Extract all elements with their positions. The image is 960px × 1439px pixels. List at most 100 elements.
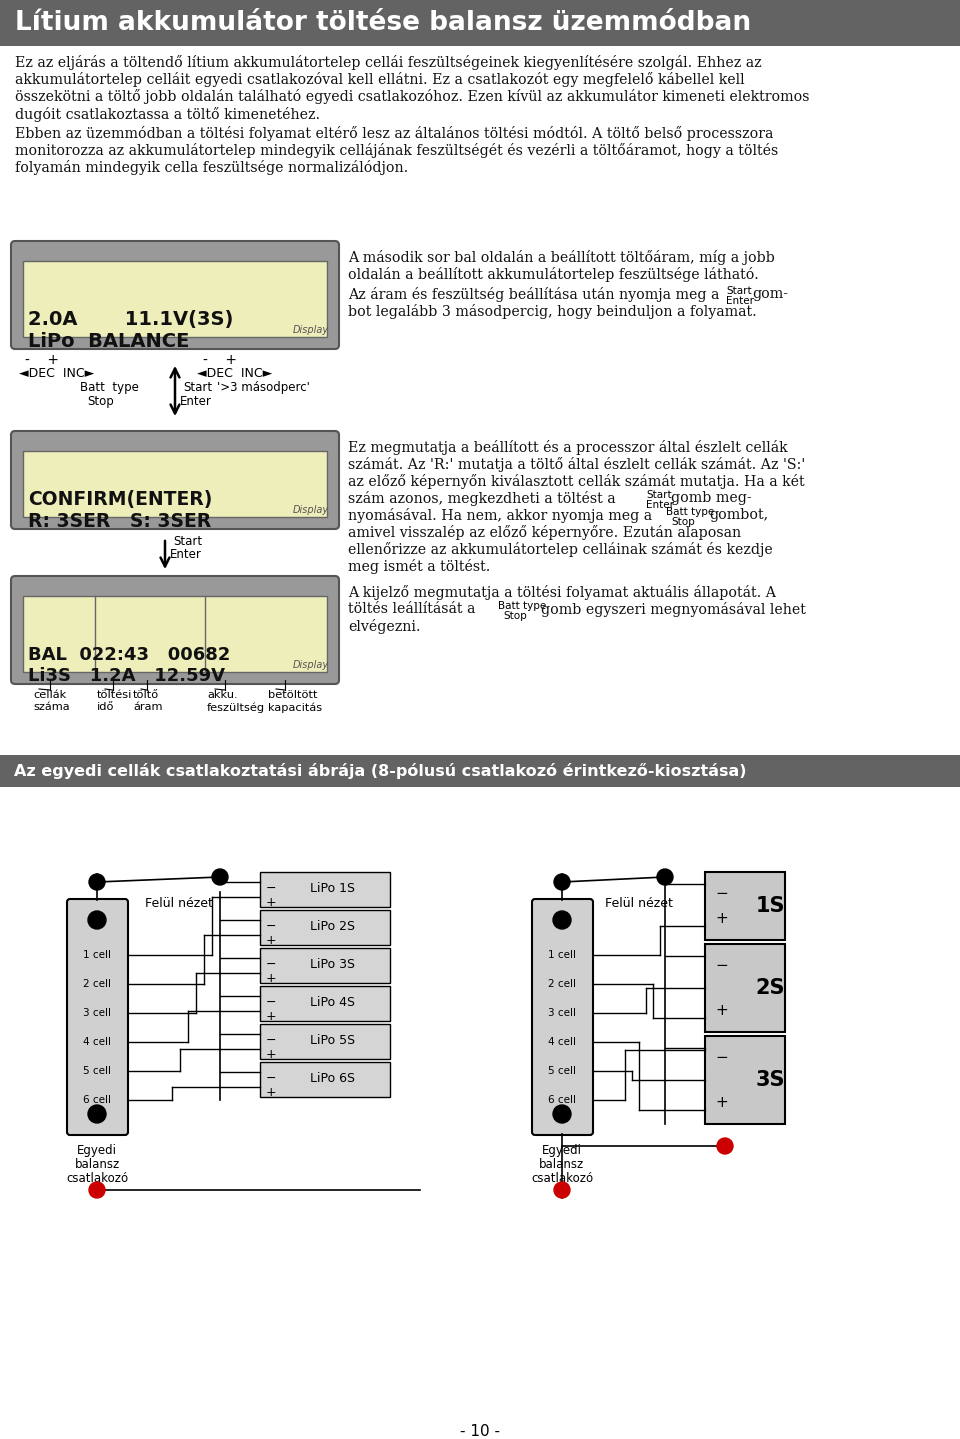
Circle shape (554, 1181, 570, 1199)
Text: gomb meg-: gomb meg- (671, 491, 752, 505)
Text: ◄DEC  INC►: ◄DEC INC► (197, 367, 273, 380)
FancyBboxPatch shape (11, 432, 339, 530)
Text: 2 cell: 2 cell (548, 979, 576, 989)
Text: Ebben az üzemmódban a töltési folyamat eltérő lesz az általános töltési módtól. : Ebben az üzemmódban a töltési folyamat e… (15, 125, 774, 141)
Text: LiPo 5S: LiPo 5S (310, 1035, 355, 1048)
Text: '>3 másodperc': '>3 másodperc' (217, 381, 310, 394)
FancyBboxPatch shape (260, 1025, 390, 1059)
Text: csatlakozó: csatlakozó (531, 1171, 593, 1184)
Text: 4 cell: 4 cell (548, 1038, 576, 1048)
Text: 5 cell: 5 cell (83, 1066, 111, 1076)
Text: Egyedi: Egyedi (542, 1144, 582, 1157)
FancyBboxPatch shape (23, 450, 327, 517)
Text: Display: Display (293, 505, 329, 515)
Text: 4 cell: 4 cell (83, 1038, 111, 1048)
Text: Batt type: Batt type (666, 507, 714, 517)
FancyBboxPatch shape (67, 899, 128, 1135)
Text: Li3S   1.2A   12.59V: Li3S 1.2A 12.59V (28, 668, 225, 685)
Text: +: + (715, 911, 728, 927)
Text: +: + (266, 1010, 276, 1023)
Text: BAL  022:43   00682: BAL 022:43 00682 (28, 646, 230, 665)
Text: folyamán mindegyik cella feszültsége normalizálódjon.: folyamán mindegyik cella feszültsége nor… (15, 160, 408, 176)
Text: Az egyedi cellák csatlakoztatási ábrája (8-pólusú csatlakozó érintkező-kiosztása: Az egyedi cellák csatlakoztatási ábrája … (14, 763, 747, 778)
Text: 2.0A       11.1V(3S): 2.0A 11.1V(3S) (28, 309, 233, 328)
Text: 2S: 2S (756, 979, 784, 999)
FancyBboxPatch shape (260, 872, 390, 907)
Circle shape (553, 911, 571, 930)
Text: A kijelző megmutatja a töltési folyamat aktuális állapotát. A: A kijelző megmutatja a töltési folyamat … (348, 586, 776, 600)
Text: Batt type: Batt type (498, 602, 546, 612)
Text: 5 cell: 5 cell (548, 1066, 576, 1076)
Text: - 10 -: - 10 - (460, 1425, 500, 1439)
Text: A második sor bal oldalán a beállított töltőáram, míg a jobb: A második sor bal oldalán a beállított t… (348, 250, 775, 265)
Text: +: + (715, 1095, 728, 1109)
Text: gombot,: gombot, (709, 508, 768, 522)
Text: gom-: gom- (752, 288, 788, 301)
Text: −: − (266, 1035, 276, 1048)
Text: CONFIRM(ENTER): CONFIRM(ENTER) (28, 491, 212, 509)
FancyBboxPatch shape (0, 0, 960, 46)
Text: csatlakozó: csatlakozó (66, 1171, 128, 1184)
Text: szám azonos, megkezdheti a töltést a: szám azonos, megkezdheti a töltést a (348, 491, 615, 507)
Circle shape (89, 1181, 105, 1199)
Text: LiPo 3S: LiPo 3S (310, 958, 355, 971)
Text: meg ismét a töltést.: meg ismét a töltést. (348, 558, 491, 574)
FancyBboxPatch shape (260, 948, 390, 983)
Text: R: 3SER   S: 3SER: R: 3SER S: 3SER (28, 512, 211, 531)
Text: Egyedi: Egyedi (77, 1144, 117, 1157)
Text: +: + (266, 971, 276, 986)
FancyBboxPatch shape (260, 1062, 390, 1097)
Text: Display: Display (293, 325, 329, 335)
Text: oldalán a beállított akkumulátortelep feszültsége látható.: oldalán a beállított akkumulátortelep fe… (348, 268, 758, 282)
Circle shape (212, 869, 228, 885)
Text: −: − (92, 914, 103, 927)
Text: −: − (266, 958, 276, 971)
Text: akkumulátortelep celláit egyedi csatlakozóval kell ellátni. Ez a csatlakozót egy: akkumulátortelep celláit egyedi csatlako… (15, 72, 745, 88)
Text: Display: Display (293, 661, 329, 671)
Text: +: + (557, 1108, 567, 1121)
FancyBboxPatch shape (705, 1036, 785, 1124)
Text: Start: Start (183, 381, 212, 394)
Text: Enter: Enter (170, 548, 202, 561)
Circle shape (88, 911, 106, 930)
Text: LiPo 6S: LiPo 6S (310, 1072, 355, 1085)
Text: dugóit csatlakoztassa a töltő kimenetéhez.: dugóit csatlakoztassa a töltő kimenetéhe… (15, 106, 320, 122)
Text: balansz: balansz (540, 1158, 585, 1171)
Text: számát. Az 'R:' mutatja a töltő által észlelt cellák számát. Az 'S:': számát. Az 'R:' mutatja a töltő által és… (348, 458, 805, 472)
Text: 1 cell: 1 cell (548, 950, 576, 960)
Text: −: − (715, 958, 728, 973)
Text: −: − (266, 1072, 276, 1085)
Text: Felül nézet: Felül nézet (145, 896, 213, 909)
Text: 3 cell: 3 cell (548, 1007, 576, 1017)
Text: monitorozza az akkumulátortelep mindegyik cellájának feszültségét és vezérli a t: monitorozza az akkumulátortelep mindegyi… (15, 142, 779, 158)
Text: 1 cell: 1 cell (83, 950, 111, 960)
Text: −: − (266, 882, 276, 895)
Text: -    +: - + (203, 353, 237, 367)
FancyBboxPatch shape (23, 596, 327, 672)
Text: akku.
feszültség: akku. feszültség (207, 689, 265, 714)
FancyBboxPatch shape (260, 909, 390, 945)
Text: Felül nézet: Felül nézet (605, 896, 673, 909)
Text: Ez az eljárás a töltendő lítium akkumulátortelep cellái feszültségeinek kiegyenl: Ez az eljárás a töltendő lítium akkumulá… (15, 55, 761, 71)
Text: Stop: Stop (503, 612, 527, 622)
Text: Lítium akkumulátor töltése balansz üzemmódban: Lítium akkumulátor töltése balansz üzemm… (15, 10, 751, 36)
Text: balansz: balansz (74, 1158, 120, 1171)
Text: 1S: 1S (756, 896, 784, 917)
Circle shape (657, 869, 673, 885)
Text: ◄DEC  INC►: ◄DEC INC► (19, 367, 94, 380)
FancyBboxPatch shape (23, 260, 327, 337)
Text: Start: Start (646, 491, 672, 499)
Text: összekötni a töltő jobb oldalán található egyedi csatlakozóhoz. Ezen kívül az ak: összekötni a töltő jobb oldalán találhat… (15, 89, 809, 105)
FancyBboxPatch shape (260, 986, 390, 1022)
Text: cellák
száma: cellák száma (33, 689, 70, 712)
Text: Enter: Enter (180, 394, 212, 409)
Text: −: − (266, 920, 276, 932)
Text: -    +: - + (25, 353, 59, 367)
Text: 6 cell: 6 cell (548, 1095, 576, 1105)
Text: LiPo 2S: LiPo 2S (310, 921, 355, 934)
Text: 6 cell: 6 cell (83, 1095, 111, 1105)
FancyBboxPatch shape (11, 576, 339, 684)
Circle shape (89, 873, 105, 889)
Text: Ez megmutatja a beállított és a processzor által észlelt cellák: Ez megmutatja a beállított és a processz… (348, 440, 787, 455)
Text: elvégezni.: elvégezni. (348, 619, 420, 635)
